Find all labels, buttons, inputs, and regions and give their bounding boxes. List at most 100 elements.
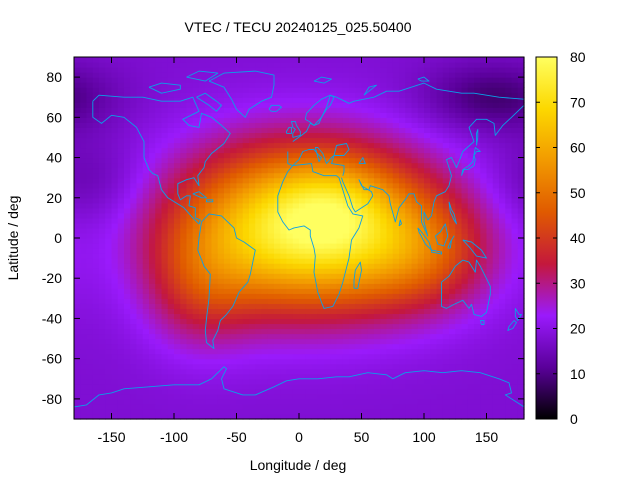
heatmap-cell bbox=[436, 167, 444, 174]
heatmap-cell bbox=[299, 137, 306, 144]
heatmap-cell bbox=[205, 112, 213, 118]
heatmap-cell bbox=[205, 313, 213, 320]
heatmap-cell bbox=[349, 177, 356, 184]
heatmap-cell bbox=[374, 403, 381, 410]
heatmap-cell bbox=[499, 167, 506, 174]
heatmap-cell bbox=[280, 278, 288, 284]
heatmap-cell bbox=[249, 197, 256, 204]
heatmap-cell bbox=[411, 393, 419, 400]
heatmap-cell bbox=[349, 77, 356, 83]
heatmap-cell bbox=[174, 368, 181, 375]
heatmap-cell bbox=[217, 383, 225, 390]
heatmap-cell bbox=[267, 383, 275, 390]
heatmap-cell bbox=[249, 363, 256, 370]
heatmap-cell bbox=[336, 137, 344, 144]
heatmap-cell bbox=[480, 293, 488, 299]
heatmap-cell bbox=[242, 253, 250, 259]
heatmap-cell bbox=[299, 368, 306, 375]
heatmap-cell bbox=[192, 137, 200, 144]
heatmap-cell bbox=[380, 117, 388, 123]
heatmap-cell bbox=[374, 192, 381, 199]
heatmap-cell bbox=[480, 72, 488, 78]
heatmap-cell bbox=[242, 323, 250, 330]
heatmap-cell bbox=[105, 263, 113, 269]
heatmap-cell bbox=[230, 157, 238, 164]
heatmap-cell bbox=[249, 192, 256, 199]
heatmap-cell bbox=[224, 222, 231, 229]
heatmap-cell bbox=[355, 253, 363, 259]
heatmap-cell bbox=[442, 393, 450, 400]
heatmap-cell bbox=[474, 373, 481, 380]
heatmap-cell bbox=[142, 142, 150, 149]
heatmap-cell bbox=[155, 403, 163, 410]
heatmap-cell bbox=[255, 72, 263, 78]
heatmap-cell bbox=[105, 338, 113, 345]
heatmap-cell bbox=[374, 278, 381, 284]
heatmap-cell bbox=[380, 413, 388, 420]
heatmap-cell bbox=[367, 333, 375, 340]
heatmap-cell bbox=[255, 388, 263, 395]
heatmap-cell bbox=[405, 328, 413, 335]
heatmap-cell bbox=[99, 147, 106, 154]
heatmap-cell bbox=[474, 192, 481, 199]
heatmap-cell bbox=[242, 177, 250, 184]
heatmap-cell bbox=[99, 343, 106, 350]
heatmap-cell bbox=[449, 388, 456, 395]
heatmap-cell bbox=[199, 87, 206, 93]
heatmap-cell bbox=[342, 348, 350, 355]
heatmap-cell bbox=[74, 122, 81, 128]
heatmap-cell bbox=[424, 278, 431, 284]
heatmap-cell bbox=[467, 383, 475, 390]
heatmap-cell bbox=[461, 207, 469, 214]
heatmap-cell bbox=[474, 363, 481, 370]
heatmap-cell bbox=[467, 137, 475, 144]
heatmap-cell bbox=[361, 313, 369, 320]
heatmap-cell bbox=[449, 232, 456, 239]
heatmap-cell bbox=[161, 192, 169, 199]
heatmap-cell bbox=[180, 348, 188, 355]
heatmap-cell bbox=[467, 413, 475, 420]
heatmap-cell bbox=[324, 253, 331, 259]
heatmap-cell bbox=[467, 373, 475, 380]
heatmap-cell bbox=[211, 207, 219, 214]
heatmap-cell bbox=[361, 388, 369, 395]
heatmap-cell bbox=[336, 82, 344, 88]
heatmap-cell bbox=[474, 92, 481, 98]
heatmap-cell bbox=[305, 413, 313, 420]
heatmap-cell bbox=[449, 217, 456, 224]
heatmap-cell bbox=[336, 368, 344, 375]
heatmap-cell bbox=[274, 263, 281, 269]
heatmap-cell bbox=[380, 268, 388, 274]
heatmap-cell bbox=[480, 167, 488, 174]
heatmap-cell bbox=[186, 127, 194, 134]
heatmap-cell bbox=[349, 273, 356, 279]
heatmap-cell bbox=[286, 268, 294, 274]
heatmap-cell bbox=[442, 278, 450, 284]
heatmap-cell bbox=[386, 212, 394, 219]
heatmap-cell bbox=[105, 192, 113, 199]
heatmap-cell bbox=[480, 152, 488, 159]
heatmap-cell bbox=[355, 303, 363, 309]
heatmap-cell bbox=[142, 288, 150, 294]
heatmap-cell bbox=[474, 323, 481, 330]
heatmap-cell bbox=[467, 232, 475, 239]
heatmap-cell bbox=[492, 258, 500, 264]
heatmap-cell bbox=[286, 142, 294, 149]
heatmap-cell bbox=[399, 147, 406, 154]
heatmap-cell bbox=[224, 172, 231, 179]
heatmap-cell bbox=[236, 167, 244, 174]
heatmap-cell bbox=[299, 122, 306, 128]
heatmap-cell bbox=[317, 172, 325, 179]
heatmap-cell bbox=[449, 117, 456, 123]
heatmap-cell bbox=[336, 293, 344, 299]
heatmap-cell bbox=[86, 328, 94, 335]
heatmap-cell bbox=[292, 137, 300, 144]
heatmap-cell bbox=[92, 403, 100, 410]
heatmap-cell bbox=[192, 338, 200, 345]
heatmap-cell bbox=[142, 212, 150, 219]
heatmap-cell bbox=[199, 333, 206, 340]
heatmap-cell bbox=[411, 408, 419, 415]
heatmap-cell bbox=[199, 323, 206, 330]
heatmap-cell bbox=[474, 97, 481, 103]
heatmap-cell bbox=[149, 388, 156, 395]
